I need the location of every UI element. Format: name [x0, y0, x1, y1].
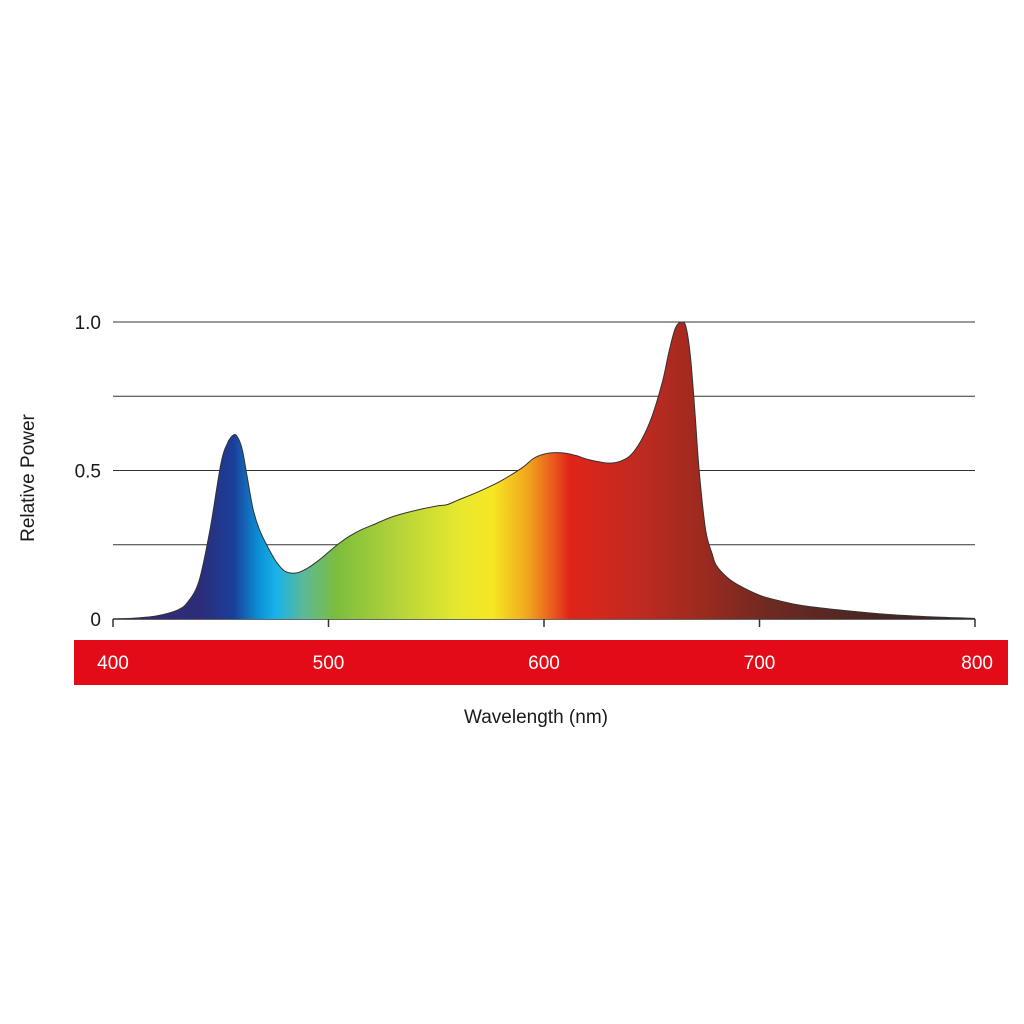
y-axis-title: Relative Power — [18, 413, 39, 541]
x-tick-label: 500 — [313, 653, 345, 674]
x-tick-label: 600 — [528, 653, 560, 674]
x-axis-title: Wavelength (nm) — [464, 707, 608, 728]
y-ticks: 0 0.5 1.0 — [75, 313, 101, 631]
x-tick-label: 700 — [744, 653, 776, 674]
y-tick-label: 0.5 — [75, 462, 101, 483]
spectrum-outline — [112, 321, 976, 620]
y-tick-label: 1.0 — [75, 313, 101, 334]
x-tick-label: 400 — [97, 653, 129, 674]
y-tick-label: 0 — [90, 610, 101, 631]
x-tick-label: 800 — [961, 653, 993, 674]
spectrum-area-group — [112, 321, 976, 620]
spectrum-area — [113, 322, 975, 619]
x-ticks: 400 500 600 700 800 — [97, 619, 993, 674]
x-axis-band — [74, 640, 1008, 685]
